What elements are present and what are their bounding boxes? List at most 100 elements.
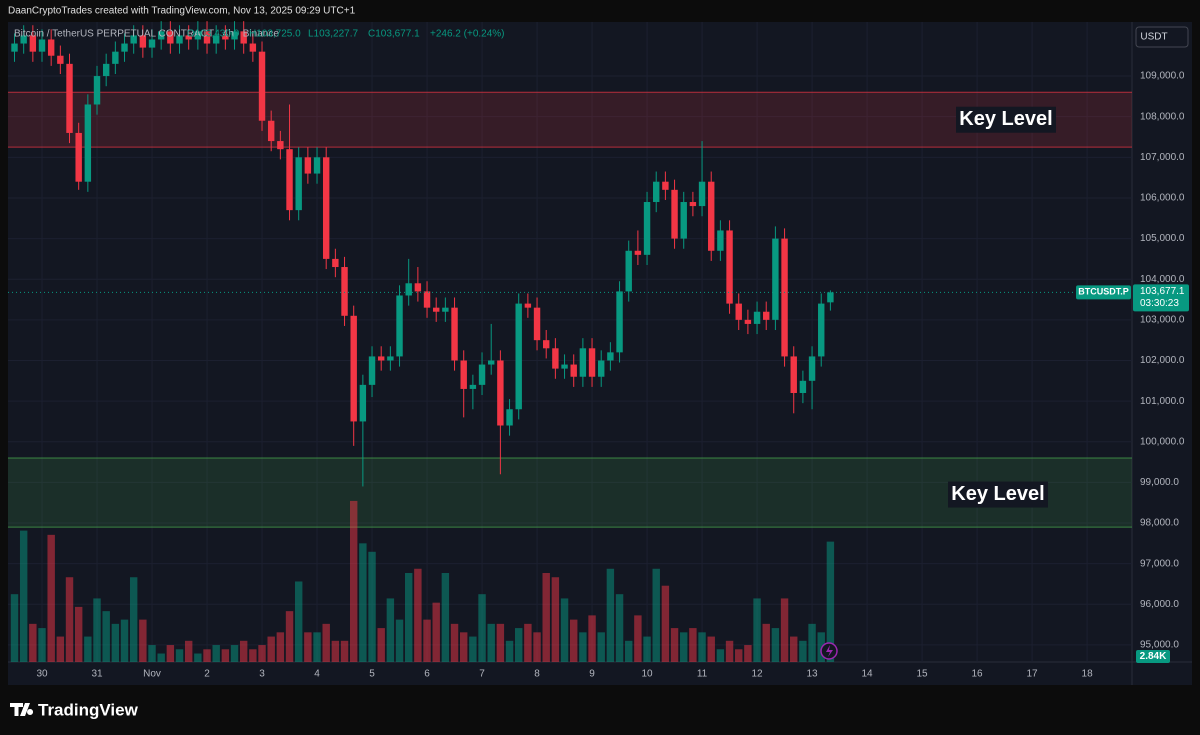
symbol-tag-bg xyxy=(1076,285,1131,300)
brand: TradingView xyxy=(38,700,139,719)
candle-body xyxy=(772,238,779,320)
candle-body xyxy=(194,31,202,40)
volume-bar xyxy=(533,632,541,662)
candle-body xyxy=(533,307,541,341)
zone-label-bg xyxy=(948,481,1048,508)
volume-bar xyxy=(496,623,505,662)
x-tick-label: 3 xyxy=(259,669,265,680)
volume-bar xyxy=(29,623,37,662)
volume-bar xyxy=(771,628,780,662)
volume-bar xyxy=(716,649,725,662)
volume-bar xyxy=(285,611,294,662)
volume-bar xyxy=(120,619,129,662)
volume-bar xyxy=(505,640,514,662)
candle-body xyxy=(634,250,642,255)
price-tag-bg xyxy=(1133,284,1189,312)
candle-body xyxy=(203,31,211,44)
volume-label-bg xyxy=(1136,650,1170,663)
candle-body xyxy=(93,76,101,105)
volume-bar xyxy=(340,640,349,662)
x-tick-label: 9 xyxy=(589,669,595,680)
x-tick-label: 30 xyxy=(36,669,48,680)
candle-body xyxy=(66,63,73,133)
candle-body xyxy=(304,157,312,174)
volume-pane xyxy=(10,500,835,662)
candle-body xyxy=(487,360,495,365)
volume-bar xyxy=(184,640,193,662)
candle-body xyxy=(157,31,165,40)
volume-bar xyxy=(588,615,596,662)
x-tick-label: 7 xyxy=(479,669,485,680)
candle-body xyxy=(341,267,348,316)
zone-label: Key Level xyxy=(951,483,1044,505)
symbol-title: Bitcoin / TetherUS PERPETUAL CONTRACT · … xyxy=(14,29,279,40)
y-tick-label: 95,000.0 xyxy=(1140,640,1179,651)
time-axis xyxy=(8,662,1132,685)
volume-bar xyxy=(826,541,835,662)
candle-body xyxy=(543,340,550,349)
x-tick-label: Nov xyxy=(143,669,161,680)
alert-icon-bolt xyxy=(826,645,833,657)
currency[interactable]: USDT xyxy=(1140,32,1167,43)
volume-bar xyxy=(469,636,477,662)
volume-bar xyxy=(19,530,28,662)
candle-body xyxy=(11,43,18,52)
volume-bar xyxy=(725,640,734,662)
volume-bar xyxy=(84,636,92,662)
volume-bar xyxy=(230,645,239,662)
candle-body xyxy=(799,380,807,393)
volume-bar xyxy=(102,611,110,662)
volume-bar xyxy=(808,623,816,662)
candle-body xyxy=(423,291,431,308)
volume-bar xyxy=(799,640,807,662)
candle-body xyxy=(313,157,321,174)
candle-body xyxy=(368,356,376,385)
candle-body xyxy=(332,258,339,268)
x-tick-label: 8 xyxy=(534,669,540,680)
volume-bar xyxy=(597,632,605,662)
volume-bar xyxy=(175,649,184,662)
volume-label: 2.84K xyxy=(1140,651,1167,662)
countdown: 03:30:23 xyxy=(1140,298,1179,309)
volume-bar xyxy=(689,628,697,662)
volume-bar xyxy=(625,640,633,662)
volume-bar xyxy=(304,632,312,662)
y-tick-label: 107,000.0 xyxy=(1140,152,1185,163)
price-axis xyxy=(1132,22,1192,685)
candle-body xyxy=(405,283,412,296)
attribution: DaanCryptoTrades created with TradingVie… xyxy=(8,6,356,17)
x-tick-label: 16 xyxy=(972,669,984,680)
volume-bar xyxy=(194,653,202,662)
candle-body xyxy=(212,35,220,44)
y-tick-label: 99,000.0 xyxy=(1140,477,1179,488)
candle-body xyxy=(396,295,403,357)
volume-bar xyxy=(386,598,395,662)
candle-body xyxy=(781,238,788,357)
x-tick-label: 11 xyxy=(697,669,708,680)
candle-body xyxy=(277,141,284,150)
currency-button[interactable] xyxy=(1135,26,1189,48)
y-tick-label: 102,000.0 xyxy=(1140,355,1185,366)
candle-body xyxy=(38,39,46,52)
volume-bar xyxy=(148,645,156,662)
legend-low: L103,227.7 xyxy=(308,29,358,40)
volume-bar xyxy=(524,623,532,662)
volume-bar xyxy=(661,585,670,662)
x-tick-label: 15 xyxy=(917,669,929,680)
volume-bar xyxy=(515,628,523,662)
candle-body xyxy=(653,181,660,203)
volume-bar xyxy=(258,645,266,662)
candle-body xyxy=(222,35,229,40)
legend-change: +246.2 (+0.24%) xyxy=(430,29,505,40)
candle-body xyxy=(689,202,697,207)
volume-bar xyxy=(579,632,587,662)
volume-bar xyxy=(780,598,789,662)
volume-bar xyxy=(93,598,101,662)
volume-bar xyxy=(423,619,431,662)
volume-bar xyxy=(203,649,211,662)
x-tick-label: 2 xyxy=(204,669,210,680)
y-tick-label: 104,000.0 xyxy=(1140,274,1185,285)
volume-bar xyxy=(542,572,550,662)
volume-bar xyxy=(10,594,19,662)
x-tick-label: 6 xyxy=(424,669,430,680)
